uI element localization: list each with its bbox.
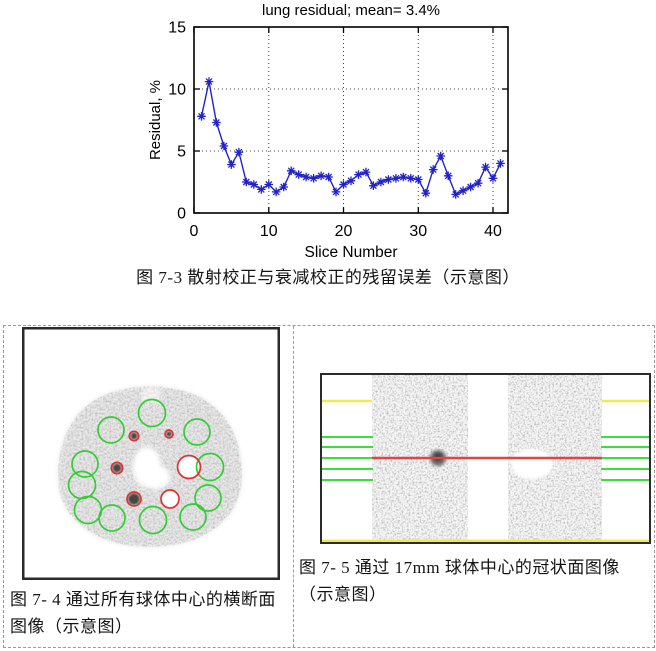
svg-text:10: 10: [168, 82, 186, 99]
background-roi-circle: [179, 503, 207, 531]
background-roi-circle: [98, 504, 126, 532]
background-roi-circle: [183, 418, 211, 446]
svg-text:5: 5: [177, 144, 186, 161]
svg-text:10: 10: [260, 223, 278, 240]
svg-text:20: 20: [335, 223, 353, 240]
figure-7-5-cell: 图 7- 5 通过 17mm 球体中心的冠状面图像（示意图）: [294, 326, 654, 647]
residual-chart: 0 10 20 30 40 0 5 10 15 lung residual; mean= 3.4%…: [0, 0, 656, 262]
residual-plot: 0 10 20 30 40 0 5 10 15 lung residual; mean= 3.4%…: [147, 2, 509, 261]
sphere-roi-circle: [128, 430, 140, 442]
figure-7-4-image: [22, 327, 280, 580]
background-roi-circle: [137, 398, 167, 428]
svg-text:30: 30: [409, 223, 427, 240]
background-roi-circle: [138, 505, 168, 535]
background-roi-circle: [194, 484, 222, 512]
figure-7-4-caption: 图 7- 4 通过所有球体中心的横断面图像（示意图）: [10, 590, 276, 636]
cold-center-region: [133, 387, 170, 489]
svg-text:0: 0: [190, 223, 199, 240]
svg-text:Slice Number: Slice Number: [304, 244, 397, 261]
figure-table: 图 7- 4 通过所有球体中心的横断面图像（示意图） 图 7- 5 通过 17m…: [3, 325, 655, 648]
svg-text:lung residual; mean= 3.4%: lung residual; mean= 3.4%: [262, 2, 440, 19]
svg-text:40: 40: [484, 223, 502, 240]
figure-7-5-image: [320, 373, 651, 544]
sphere-roi-circle: [110, 461, 124, 475]
background-roi-circle: [71, 450, 99, 478]
sphere-roi-circle: [164, 429, 174, 439]
phantom-transaxial-image: [22, 327, 280, 580]
background-roi-circle: [97, 416, 125, 444]
svg-text:Residual, %: Residual, %: [147, 80, 164, 160]
svg-text:0: 0: [177, 206, 186, 223]
svg-text:15: 15: [168, 20, 186, 37]
figure-7-3-caption: 图 7-3 散射校正与衰减校正的残留误差（示意图）: [136, 268, 520, 287]
sphere-roi-circle: [160, 489, 180, 509]
sphere-roi-circle: [126, 491, 142, 507]
cold-region: [511, 449, 553, 479]
sphere-roi-circle: [176, 454, 202, 480]
phantom-coronal-image: [320, 373, 651, 544]
figure-7-4-cell: 图 7- 4 通过所有球体中心的横断面图像（示意图）: [4, 326, 294, 647]
background-roi-circle: [195, 452, 225, 482]
figure-7-5-caption: 图 7- 5 通过 17mm 球体中心的冠状面图像（示意图）: [299, 558, 620, 604]
